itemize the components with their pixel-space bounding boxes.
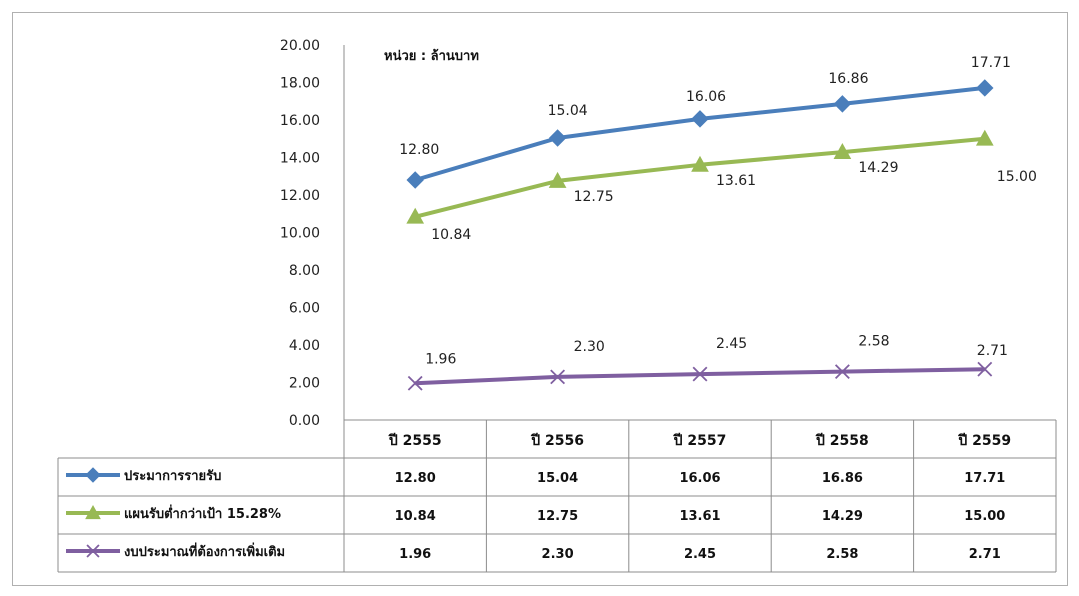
category-label: ปี 2556 — [530, 433, 584, 449]
y-tick-label: 6.00 — [289, 301, 320, 317]
data-label: 14.29 — [858, 160, 898, 176]
axes: 0.00 2.00 4.00 6.00 8.00 10.00 12.00 14.00 16.00… — [280, 38, 345, 429]
category-label: ปี 2559 — [957, 433, 1011, 449]
data-label: 2.71 — [977, 343, 1008, 359]
data-label: 16.06 — [686, 89, 726, 105]
y-tick-label: 0.00 — [289, 413, 320, 429]
table-value-cell: 1.96 — [399, 547, 431, 562]
data-label: 2.45 — [716, 336, 747, 352]
table-value-cell: 16.06 — [679, 471, 720, 486]
y-tick-label: 18.00 — [280, 76, 320, 92]
table-value-cell: 2.45 — [684, 547, 716, 562]
triangle-marker — [833, 143, 852, 159]
table-value-cell: 2.30 — [542, 547, 574, 562]
data-label: 12.75 — [574, 189, 614, 205]
category-label: ปี 2558 — [815, 433, 869, 449]
diamond-marker — [406, 171, 424, 189]
triangle-marker — [85, 504, 101, 520]
series-lines — [406, 79, 994, 391]
y-tick-label: 14.00 — [280, 151, 320, 167]
diamond-marker — [691, 110, 709, 128]
x-marker-stroke — [692, 366, 708, 382]
table-value-cell: 12.75 — [537, 509, 578, 524]
x-marker-stroke — [86, 544, 100, 558]
data-label: 2.58 — [858, 334, 889, 350]
unit-note: หน่วย : ล้านบาท — [384, 48, 479, 64]
x-marker-stroke — [977, 361, 993, 377]
y-tick-label: 12.00 — [280, 188, 320, 204]
data-labels: 12.80 15.04 16.06 16.86 17.71 10.84 12.75 13.61… — [399, 55, 1037, 367]
y-tick-label: 4.00 — [289, 338, 320, 354]
data-table: ปี 2555 ปี 2556 ปี 2557 ปี 2558 ปี 2559 ประมา… — [57, 419, 1057, 573]
table-value-cell: 10.84 — [395, 509, 436, 524]
table-value-cell: 2.58 — [826, 547, 858, 562]
y-tick-label: 8.00 — [289, 263, 320, 279]
category-label: ปี 2557 — [672, 433, 726, 449]
data-label: 10.84 — [431, 227, 471, 243]
triangle-marker — [691, 155, 709, 172]
x-marker-stroke — [834, 364, 850, 380]
data-label: 15.04 — [548, 103, 588, 119]
triangle-marker — [548, 171, 567, 188]
y-tick-label: 16.00 — [280, 113, 320, 129]
diamond-marker — [833, 95, 852, 113]
table-value-cell: 12.80 — [395, 471, 436, 486]
triangle-marker — [406, 207, 425, 224]
table-value-cell: 13.61 — [679, 509, 720, 524]
data-label: 2.30 — [574, 339, 605, 355]
diamond-marker — [85, 467, 101, 483]
y-tick-label: 2.00 — [289, 376, 320, 392]
diamond-marker — [976, 79, 994, 97]
category-label: ปี 2555 — [387, 433, 441, 449]
data-label: 12.80 — [399, 142, 439, 158]
series-line — [415, 367, 985, 386]
table-value-cell: 16.86 — [822, 471, 863, 486]
data-label: 13.61 — [716, 173, 756, 189]
data-label: 16.86 — [828, 71, 868, 87]
data-label: 17.71 — [971, 55, 1011, 71]
table-value-cell: 17.71 — [964, 471, 1005, 486]
x-marker-stroke — [407, 375, 423, 391]
legend-label: แผนรับต่ำกว่าเป้า 15.28% — [124, 504, 281, 522]
legend-label: งบประมาณที่ต้องการเพิ่มเติม — [124, 542, 285, 560]
y-tick-label: 10.00 — [280, 226, 320, 242]
table-value-cell: 14.29 — [822, 509, 863, 524]
legend-label: ประมาการรายรับ — [124, 469, 221, 484]
table-value-cell: 15.00 — [964, 509, 1005, 524]
table-value-cell: 15.04 — [537, 471, 578, 486]
series-line — [414, 136, 985, 219]
table-value-cell: 2.71 — [969, 547, 1001, 562]
triangle-marker — [975, 129, 994, 146]
y-tick-label: 20.00 — [280, 38, 320, 54]
chart-frame — [12, 12, 1068, 586]
x-marker-stroke — [550, 369, 566, 385]
data-label: 1.96 — [425, 351, 456, 367]
diamond-marker — [548, 129, 567, 147]
data-label: 15.00 — [997, 169, 1037, 185]
